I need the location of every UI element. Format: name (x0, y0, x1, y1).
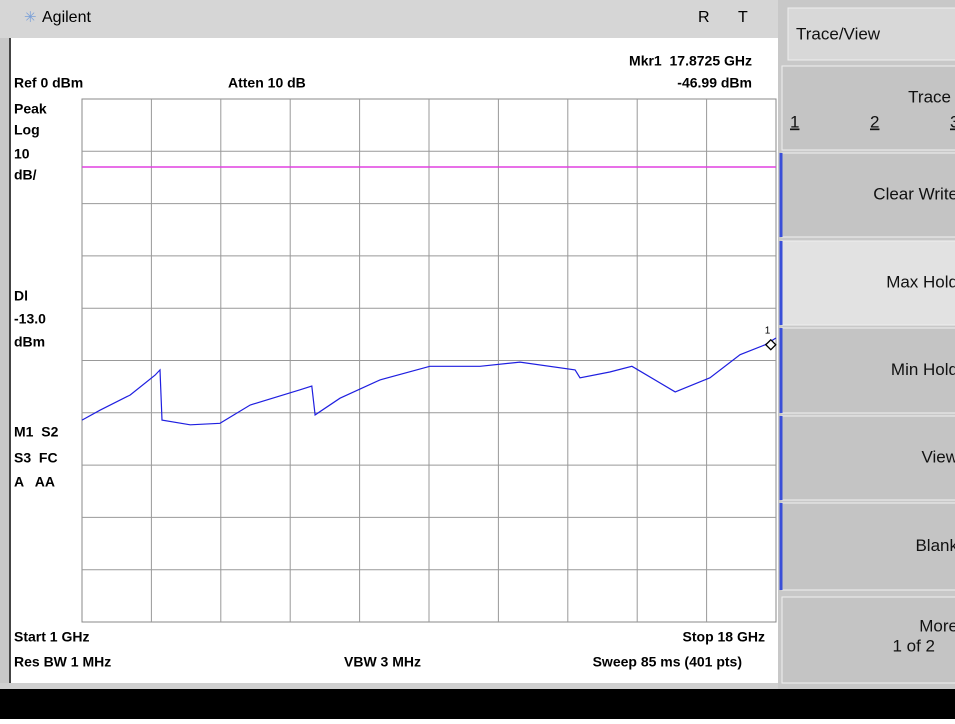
softkey-label[interactable]: View (921, 447, 955, 466)
side-label: dBm (14, 334, 45, 350)
softkey-sub[interactable]: 1 of 2 (892, 636, 935, 655)
brand: Agilent (42, 9, 91, 26)
softkey[interactable] (781, 502, 955, 591)
marker-value: -46.99 dBm (677, 75, 752, 91)
side-label: dB/ (14, 167, 37, 183)
attenuation: Atten 10 dB (228, 75, 306, 91)
softkey-option[interactable]: 2 (870, 112, 879, 131)
softkey-title-text: Trace/View (796, 24, 881, 43)
status-line (0, 689, 955, 719)
side-label: A AA (14, 474, 55, 490)
vbw: VBW 3 MHz (344, 654, 421, 670)
softkey[interactable] (781, 152, 955, 238)
title-bar (0, 0, 778, 38)
side-label: Peak (14, 101, 47, 117)
softkey-title (787, 7, 955, 61)
status: T (738, 9, 748, 26)
marker-label: 1 (765, 325, 771, 336)
softkey-label[interactable]: More (919, 616, 955, 635)
sweep: Sweep 85 ms (401 pts) (593, 654, 742, 670)
separator (0, 683, 778, 689)
softkey-label[interactable]: Trace (908, 87, 951, 106)
softkey[interactable] (781, 596, 955, 684)
softkey[interactable] (781, 415, 955, 501)
status: R (698, 9, 710, 26)
softkey-label[interactable]: Clear Write (873, 184, 955, 203)
logo-star: ✳ (24, 9, 37, 26)
side-label: -13.0 (14, 311, 46, 327)
ref-level: Ref 0 dBm (14, 75, 83, 91)
softkey[interactable] (781, 240, 955, 326)
softkey-label[interactable]: Blank (915, 536, 955, 555)
start-freq: Start 1 GHz (14, 629, 89, 645)
stop-freq: Stop 18 GHz (683, 629, 765, 645)
softkey-option[interactable]: 1 (790, 112, 799, 131)
side-label: Dl (14, 288, 28, 304)
marker (764, 338, 777, 351)
softkey-label[interactable]: Max Hold (886, 272, 955, 291)
side-label: M1 S2 (14, 424, 59, 440)
softkey[interactable] (781, 65, 955, 151)
side-label: 10 (14, 146, 30, 162)
side-label: S3 FC (14, 450, 58, 466)
side-label: Log (14, 122, 40, 138)
marker-readout: Mkr1 17.8725 GHz (629, 53, 752, 69)
trace (81, 337, 777, 426)
softkey-option[interactable]: 3 (950, 112, 955, 131)
softkey[interactable] (781, 327, 955, 414)
softkey-label[interactable]: Min Hold (891, 360, 955, 379)
rbw: Res BW 1 MHz (14, 654, 111, 670)
